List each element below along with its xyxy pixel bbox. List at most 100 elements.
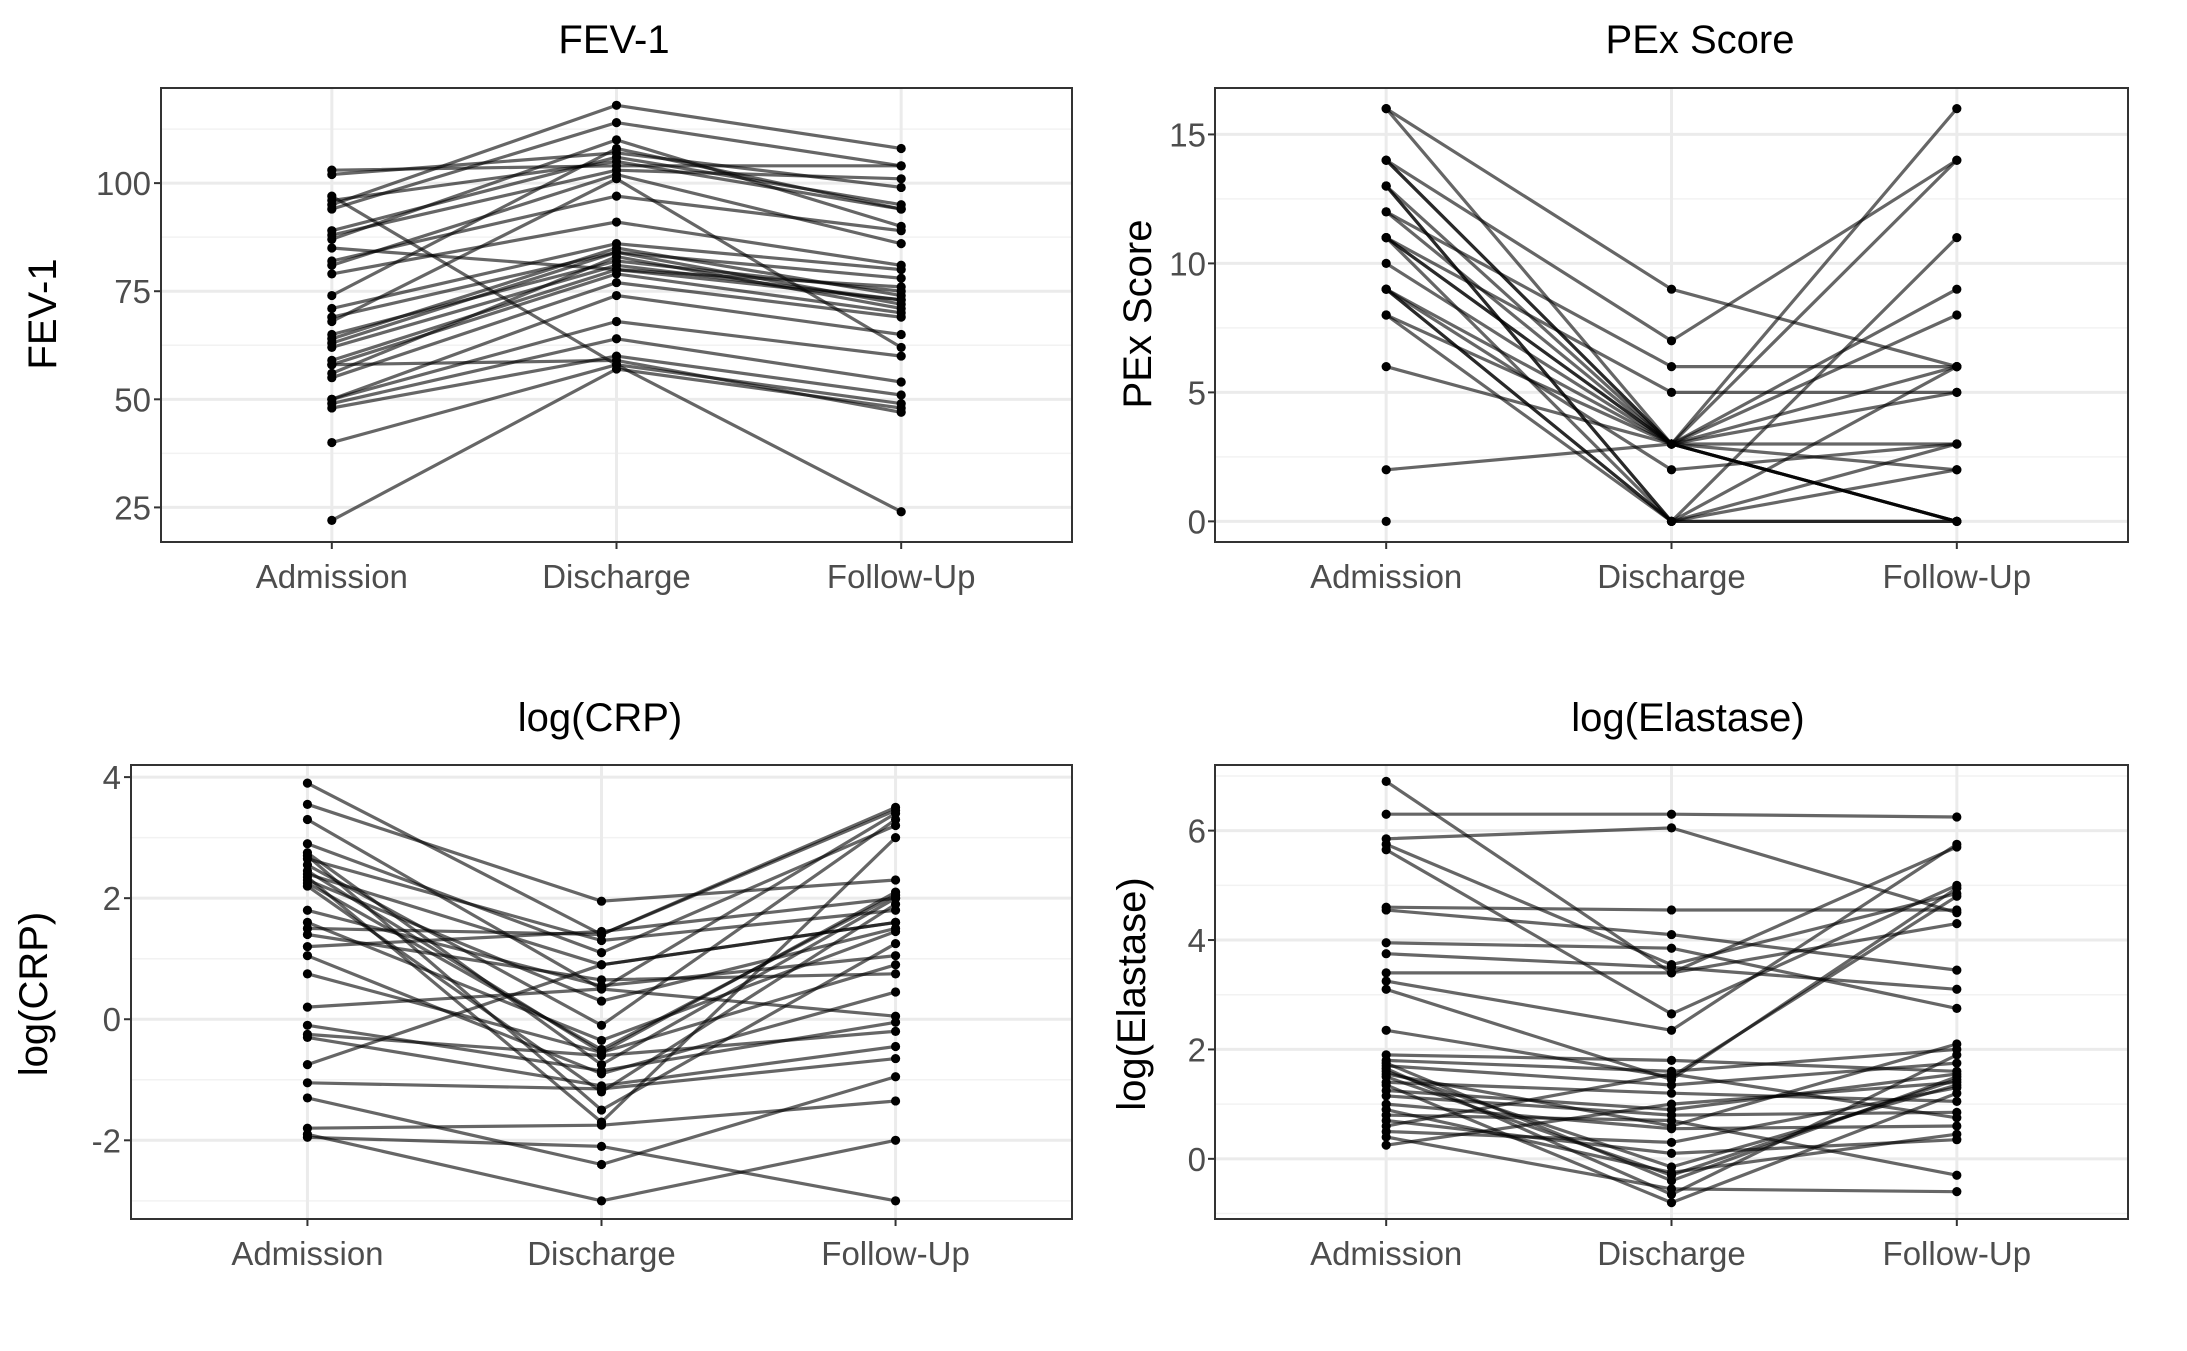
data-point: [611, 143, 622, 154]
data-point: [1666, 1167, 1677, 1178]
data-point: [596, 1159, 607, 1170]
data-point: [327, 342, 337, 353]
data-point: [1952, 361, 1962, 372]
data-point: [890, 1196, 901, 1206]
data-point: [596, 1066, 607, 1076]
data-point: [1952, 1069, 1962, 1079]
y-tick-label: 0: [1188, 1141, 1206, 1178]
panel-title: FEV-1: [558, 18, 669, 62]
y-tick-label: 4: [103, 759, 121, 796]
data-point: [1381, 284, 1391, 294]
x-tick-label: Discharge: [1597, 558, 1746, 595]
data-point: [1952, 284, 1962, 294]
x-tick-label: Follow-Up: [827, 558, 976, 595]
data-point: [327, 515, 337, 525]
data-point: [890, 814, 901, 825]
data-point: [1381, 984, 1391, 994]
y-tick-label: 50: [114, 381, 151, 418]
y-tick-label: 75: [114, 273, 151, 310]
data-point: [1666, 1009, 1677, 1019]
data-point: [1952, 233, 1962, 243]
y-tick-label: 0: [103, 1001, 121, 1038]
data-point: [1666, 968, 1677, 978]
x-tick-label: Admission: [1310, 558, 1462, 595]
x-tick-label: Admission: [231, 1235, 383, 1272]
data-point: [596, 896, 607, 906]
y-axis-label: log(CRP): [12, 912, 56, 1076]
data-point: [327, 269, 337, 279]
data-point: [1666, 1148, 1677, 1158]
data-point: [890, 833, 901, 843]
data-point: [896, 377, 906, 387]
data-point: [611, 100, 622, 110]
data-point: [1666, 361, 1677, 372]
data-point: [1952, 439, 1962, 449]
y-tick-label: 2: [1188, 1031, 1206, 1068]
data-point: [611, 277, 622, 288]
data-point: [1666, 336, 1677, 346]
data-point: [896, 342, 906, 353]
data-point: [327, 260, 337, 270]
panel-pex-score: PEx Score PEx Score 0 5 10 15 Admission Disch…: [1116, 18, 2129, 595]
x-tick-label: Admission: [1310, 1235, 1462, 1272]
data-point: [1381, 1025, 1391, 1035]
x-tick-label: Discharge: [542, 558, 691, 595]
data-point: [1666, 1115, 1677, 1126]
data-point: [1952, 1096, 1962, 1106]
y-tick-label: 100: [96, 165, 151, 202]
data-point: [302, 799, 313, 809]
data-point: [896, 265, 906, 275]
data-point: [327, 169, 337, 180]
data-point: [890, 1072, 901, 1082]
data-point: [327, 316, 337, 327]
data-point: [1952, 965, 1962, 975]
data-point: [896, 174, 906, 184]
data-point: [1952, 1170, 1962, 1180]
data-point: [890, 893, 901, 903]
data-point: [1666, 929, 1677, 940]
data-point: [1381, 258, 1391, 269]
data-point: [611, 117, 622, 128]
data-point: [896, 282, 906, 292]
data-point: [327, 191, 337, 201]
y-tick-label: 15: [1169, 116, 1206, 153]
y-tick-label: 4: [1188, 922, 1206, 959]
data-point: [1952, 1135, 1962, 1145]
plot-area: 25 50 75 100 Admission Discharge Follow-Up: [96, 87, 1073, 595]
data-point: [896, 403, 906, 413]
data-point: [1666, 439, 1677, 449]
data-point: [896, 312, 906, 322]
data-point: [896, 303, 906, 314]
data-point: [1666, 1184, 1677, 1194]
data-point: [1952, 984, 1962, 994]
data-point: [890, 1053, 901, 1064]
data-point: [1666, 1088, 1677, 1098]
data-point: [1952, 1077, 1962, 1087]
data-point: [890, 960, 901, 970]
data-point: [1381, 361, 1391, 372]
data-point: [327, 204, 337, 214]
data-point: [327, 243, 337, 253]
data-point: [1381, 1140, 1391, 1150]
data-point: [1666, 809, 1677, 819]
data-point: [327, 373, 337, 383]
data-point: [302, 1093, 313, 1103]
data-point: [596, 984, 607, 994]
data-point: [896, 239, 906, 249]
data-point: [1666, 905, 1677, 915]
data-point: [1952, 1058, 1962, 1068]
data-point: [611, 217, 622, 227]
data-point: [896, 182, 906, 193]
data-point: [896, 329, 906, 340]
x-tick-label: Follow-Up: [1883, 1235, 2032, 1272]
data-point: [611, 265, 622, 275]
plot-area: -2 0 2 4 Admission Discharge Follow-Up: [92, 759, 1073, 1272]
data-point: [1666, 1069, 1677, 1079]
data-point: [896, 143, 906, 154]
data-point: [1381, 516, 1391, 526]
y-axis-label: FEV-1: [21, 258, 65, 369]
data-point: [1952, 465, 1962, 475]
data-point: [1381, 949, 1391, 959]
data-point: [1952, 839, 1962, 849]
data-point: [1381, 845, 1391, 855]
